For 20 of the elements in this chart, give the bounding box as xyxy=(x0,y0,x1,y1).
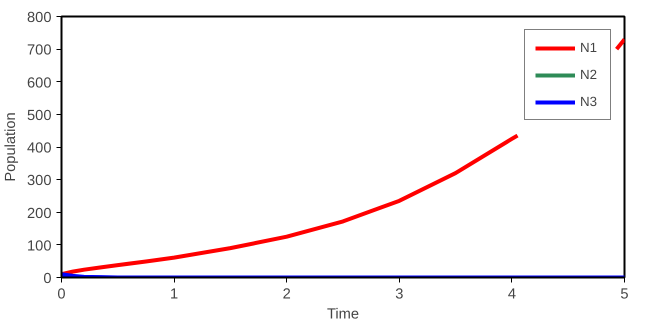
x-tick-label: 4 xyxy=(508,286,516,302)
y-tick-label: 600 xyxy=(27,75,52,92)
legend-label: N2 xyxy=(580,67,598,82)
y-tick-label: 200 xyxy=(27,206,52,222)
y-tick-label: 300 xyxy=(27,173,52,190)
y-tick-label: 800 xyxy=(27,10,52,26)
y-tick-label: 400 xyxy=(27,140,52,156)
y-tick-label: 100 xyxy=(27,238,52,254)
y-tick-label: 500 xyxy=(27,108,52,124)
legend-label: N3 xyxy=(580,94,598,109)
x-axis-title: Time xyxy=(326,306,360,322)
x-tick-label: 3 xyxy=(395,286,404,302)
y-axis-title: Population xyxy=(3,112,20,182)
y-tick-label: 700 xyxy=(27,42,52,59)
x-tick-label: 0 xyxy=(57,286,66,302)
legend-label: N1 xyxy=(580,40,598,55)
y-tick-label: 0 xyxy=(43,271,52,287)
x-tick-label: 1 xyxy=(170,286,178,302)
x-tick-label: 2 xyxy=(282,286,291,302)
x-tick-label: 5 xyxy=(620,286,629,302)
